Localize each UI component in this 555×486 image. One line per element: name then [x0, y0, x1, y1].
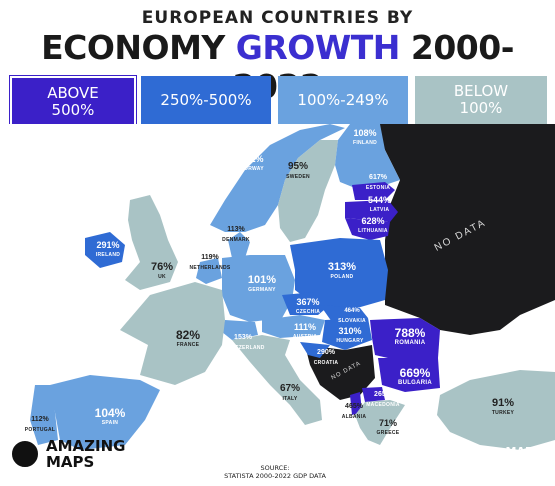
label-italy: 67% ITALY: [279, 383, 300, 403]
country-uk: [125, 195, 178, 290]
label-uk: 76% UK: [150, 261, 174, 281]
label-netherlands: 119% NETHERLANDS: [189, 254, 231, 271]
country-macedonia: [362, 387, 385, 402]
label-czechia: 367% CZECHIA: [295, 297, 321, 315]
country-turkey: [437, 370, 555, 450]
label-france: 82% FRANCE: [175, 328, 201, 348]
country-slovakia: [320, 305, 368, 322]
country-austria: [262, 315, 325, 338]
country-spain: [50, 375, 160, 450]
no-data-balkans: [305, 345, 375, 400]
label-ireland: 291% IRELAND: [95, 240, 121, 258]
country-norway: [210, 124, 345, 232]
globe-icon: [10, 439, 40, 469]
title-accent: GROWTH: [235, 28, 401, 67]
label-spain: 104% SPAIN: [94, 406, 126, 426]
label-bulgaria: 669% BULGARIA: [397, 366, 433, 386]
brand-line1: AMAZING: [46, 437, 126, 455]
instagram-handle: ◎ AMAZING__MAPS: [422, 445, 541, 458]
label-hungary: 310% HUNGARY: [336, 326, 364, 344]
label-lithuania: 628% LITHUANIA: [358, 216, 388, 234]
label-poland: 313% POLAND: [327, 261, 357, 281]
label-austria: 111% AUSTRIA: [292, 322, 318, 340]
country-albania: [350, 392, 362, 415]
country-portugal: [30, 385, 58, 445]
country-croatia: [300, 342, 330, 358]
country-finland: [335, 124, 400, 190]
label-romania: 788% ROMANIA: [394, 326, 426, 346]
website: AMAZINGMAPS.SHOP: [408, 463, 541, 476]
label-latvia: 544% LATVIA: [367, 195, 392, 213]
label-estonia: 617% ESTONIA: [365, 174, 391, 191]
country-switzerland: [222, 320, 258, 340]
label-germany: 101% GERMANY: [247, 274, 277, 294]
country-estonia: [352, 182, 395, 200]
country-latvia: [345, 200, 398, 222]
label-norway: 161% NORWAY: [240, 154, 264, 172]
country-netherlands: [196, 258, 222, 284]
subtitle: EUROPEAN COUNTRIES BY: [141, 8, 414, 28]
label-macedonia: 265% MACEDONIA: [366, 391, 400, 408]
country-germany: [222, 255, 295, 322]
country-italy: [232, 335, 322, 425]
country-hungary: [322, 318, 372, 350]
country-poland: [290, 238, 388, 310]
label-albania: 465% ALBANIA: [341, 403, 367, 420]
no-data-east: [375, 124, 555, 335]
country-lithuania: [345, 218, 390, 240]
legend-100-249: 100%-249%: [278, 76, 408, 124]
country-denmark: [228, 232, 250, 258]
label-portugal: 112% PORTUGAL: [24, 416, 56, 433]
label-sweden: 95% SWEDEN: [286, 161, 310, 181]
label-slovakia: 464% SLOVAKIA: [338, 308, 366, 324]
source-note: SOURCE: STATISTA 2000-2022 GDP DATA: [224, 464, 326, 480]
legend-above-500: ABOVE 500%: [10, 76, 136, 128]
country-czechia: [282, 292, 330, 315]
label-denmark: 113% DENMARK: [222, 226, 250, 243]
label-finland: 108% FINLAND: [352, 128, 378, 146]
country-greece: [355, 400, 405, 445]
label-croatia: 290% CROATIA: [313, 349, 339, 366]
title-part1: ECONOMY: [41, 28, 236, 67]
country-sweden: [278, 140, 338, 242]
label-switzerland: 153% SWITZERLAND: [225, 334, 265, 351]
label-turkey: 91% TURKEY: [491, 397, 515, 417]
brand-line2: MAPS: [46, 453, 95, 471]
europe-map: [0, 124, 555, 486]
country-ireland: [85, 232, 125, 268]
country-france: [120, 282, 225, 385]
brand-logo: AMAZING MAPS: [10, 438, 125, 470]
label-greece: 71% GREECE: [376, 418, 400, 436]
legend-250-500: 250%-500%: [141, 76, 271, 124]
legend-below-100: BELOW 100%: [415, 76, 547, 124]
country-romania: [370, 318, 440, 362]
country-bulgaria: [378, 358, 440, 392]
